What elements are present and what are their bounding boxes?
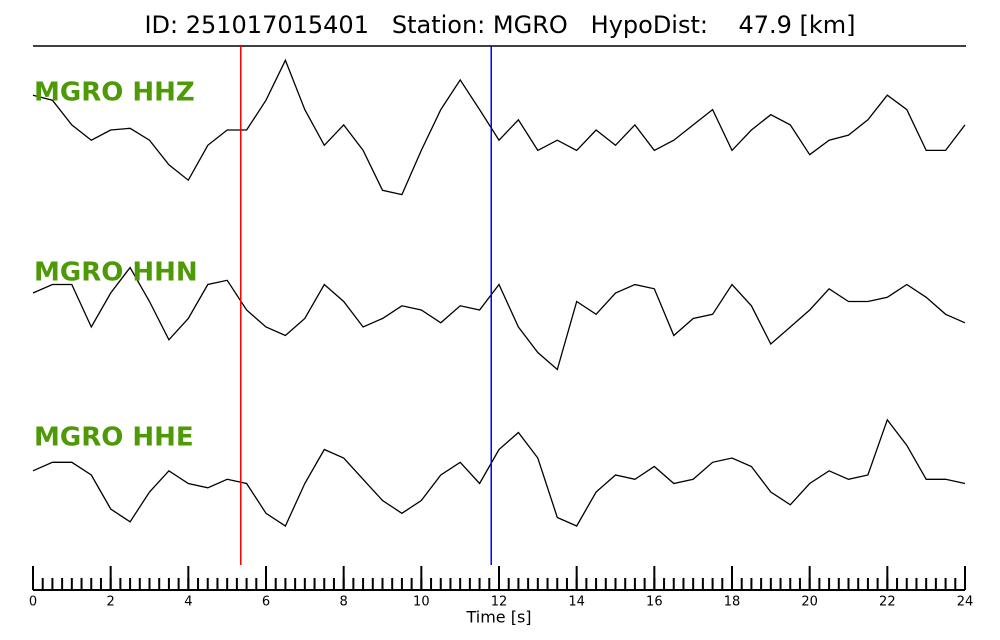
x-tick-label: 8 xyxy=(340,595,348,610)
x-tick-label: 12 xyxy=(491,595,508,610)
x-tick-label: 18 xyxy=(724,595,741,610)
x-tick-label: 24 xyxy=(957,595,974,610)
x-tick-label: 16 xyxy=(646,595,663,610)
trace-label: MGRO HHE xyxy=(34,423,194,453)
trace xyxy=(32,58,966,196)
x-tick-label: 22 xyxy=(879,595,896,610)
x-tick-label: 6 xyxy=(262,595,270,610)
trace-label: MGRO HHZ xyxy=(34,78,195,108)
x-tick-label: 20 xyxy=(801,595,818,610)
x-tick-label: 4 xyxy=(184,595,192,610)
x-axis-label: Time [s] xyxy=(465,608,531,627)
chart-title: ID: 251017015401 Station: MGRO HypoDist:… xyxy=(144,11,855,39)
x-tick-label: 14 xyxy=(568,595,585,610)
x-tick-label: 2 xyxy=(107,595,115,610)
x-tick-label: 0 xyxy=(29,595,37,610)
trace xyxy=(32,266,966,371)
trace xyxy=(32,418,966,527)
x-tick-label: 10 xyxy=(413,595,430,610)
trace-label: MGRO HHN xyxy=(34,258,198,288)
